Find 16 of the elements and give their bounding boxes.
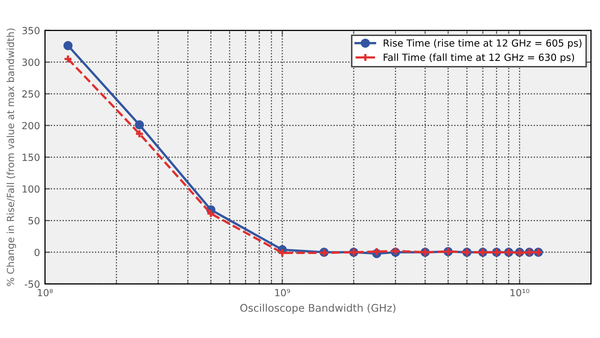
y-tick-label: 350	[22, 26, 40, 34]
y-tick-label: 150	[22, 154, 40, 161]
x-axis-title: Oscilloscope Bandwidth (GHz)	[240, 304, 396, 314]
y-tick-label: 0	[34, 248, 40, 256]
x-tick-label: 10⁸	[38, 288, 53, 296]
x-tick-label: 10⁹	[275, 288, 290, 296]
y-tick-label: 200	[22, 122, 40, 130]
y-tick-label: 250	[22, 90, 40, 98]
legend-label: Rise Time (rise time at 12 GHz = 605 ps)	[384, 39, 582, 49]
x-tick-label: 10¹⁰	[510, 288, 530, 296]
y-tick-label: -50	[24, 280, 40, 288]
y-tick-label: 100	[22, 185, 40, 193]
legend-label: Fall Time (fall time at 12 GHz = 630 ps)	[384, 53, 574, 63]
y-tick-label: 300	[22, 58, 40, 66]
y-tick-label: 50	[28, 217, 40, 224]
y-axis-title: % Change in Rise/Fall (from value at max bandwidth)	[6, 28, 16, 286]
